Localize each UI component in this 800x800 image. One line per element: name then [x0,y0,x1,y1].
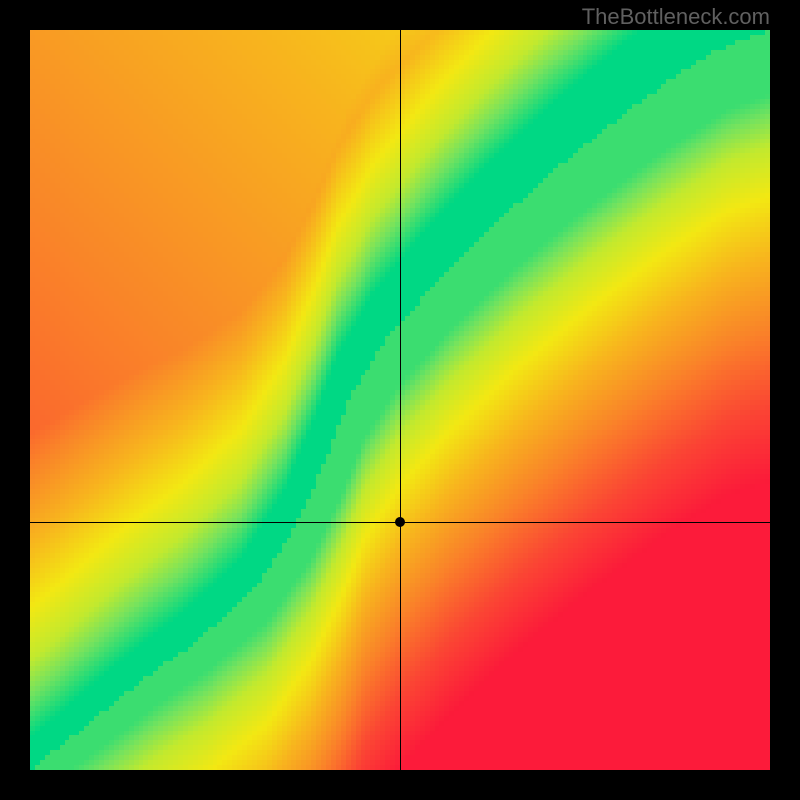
watermark-text: TheBottleneck.com [582,4,770,30]
chart-frame: TheBottleneck.com [0,0,800,800]
crosshair-vertical [400,30,401,770]
